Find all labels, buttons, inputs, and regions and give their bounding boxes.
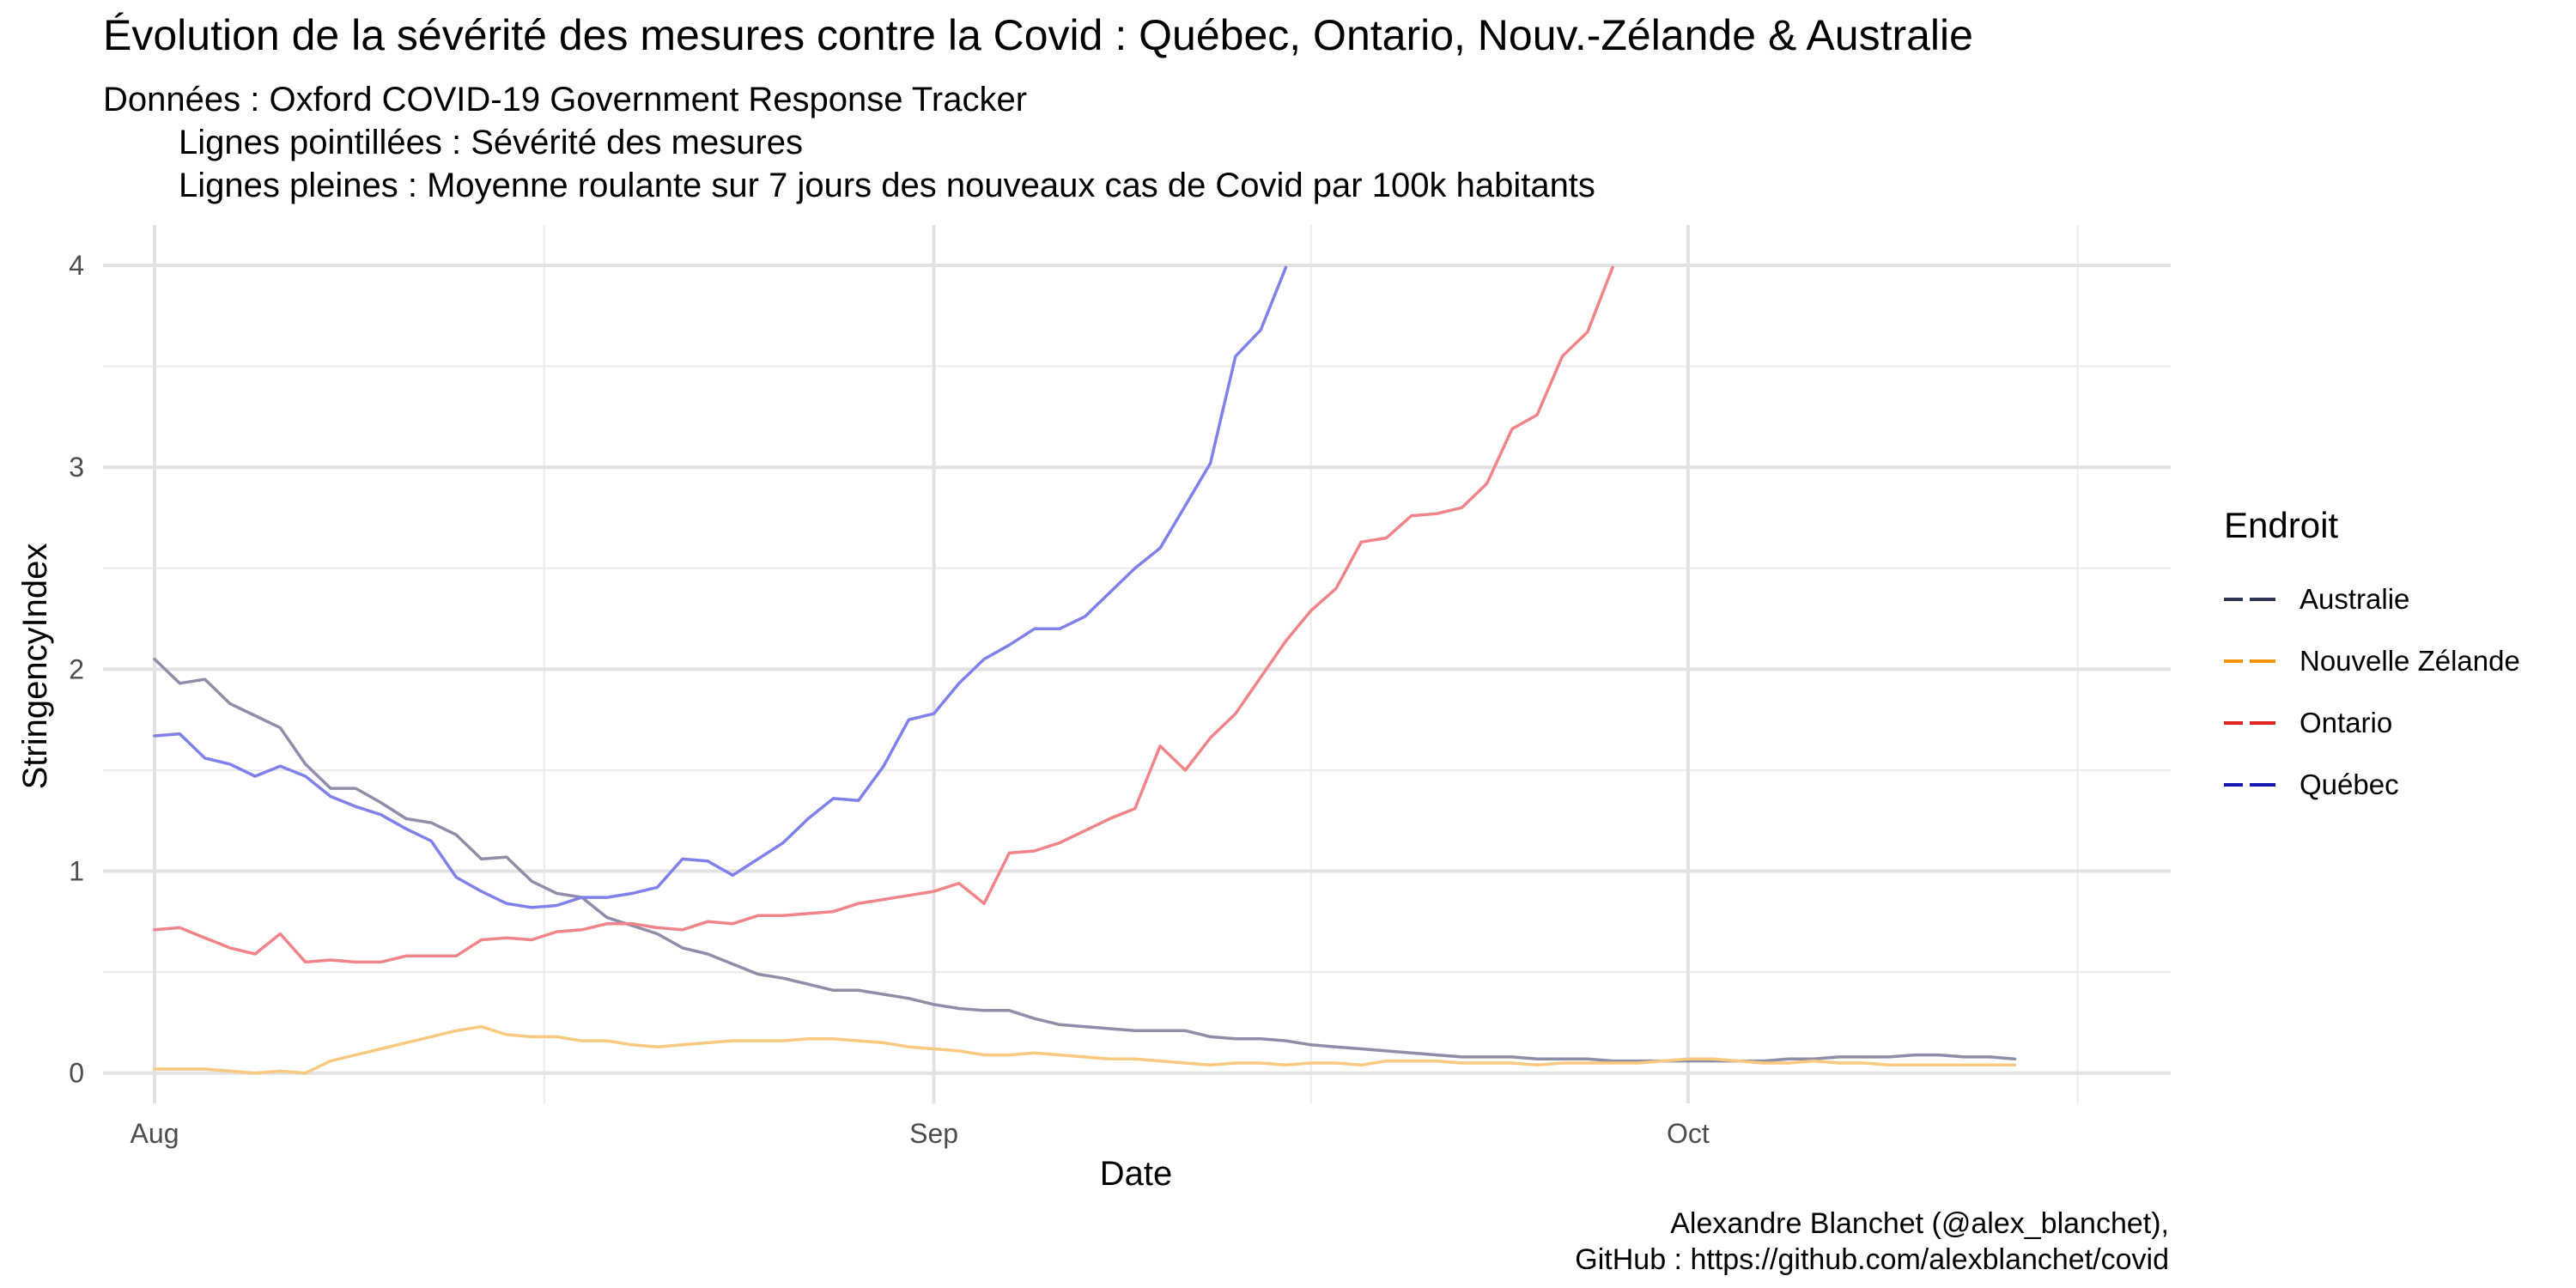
legend-item-ontario: Ontario bbox=[2224, 692, 2520, 754]
x-tick-label-sep: Sep bbox=[909, 1118, 958, 1149]
legend-item-quebec: Québec bbox=[2224, 754, 2520, 816]
chart-title: Évolution de la sévérité des mesures con… bbox=[103, 11, 1973, 59]
y-tick-label-1: 1 bbox=[69, 856, 84, 887]
caption-github: GitHub : https://github.com/alexblanchet… bbox=[1575, 1243, 2169, 1276]
x-axis-ticks: Aug Sep Oct bbox=[131, 1118, 1710, 1149]
minor-gridlines bbox=[103, 225, 2171, 1103]
y-axis-title: StringencyIndex bbox=[16, 544, 54, 790]
x-tick-label-aug: Aug bbox=[131, 1118, 179, 1149]
legend: Endroit Australie Nouvelle Zélande Ontar… bbox=[2224, 505, 2520, 816]
y-tick-label-2: 2 bbox=[69, 653, 84, 684]
legend-item-nouvelle-zelande: Nouvelle Zélande bbox=[2224, 630, 2520, 692]
y-tick-label-3: 3 bbox=[69, 452, 84, 483]
x-tick-label-oct: Oct bbox=[1667, 1118, 1710, 1149]
legend-title: Endroit bbox=[2224, 505, 2339, 545]
major-gridlines bbox=[103, 225, 2171, 1103]
legend-item-australie: Australie bbox=[2224, 568, 2520, 630]
series-line-quebec bbox=[153, 265, 1288, 909]
subtitle-solid-lines: Lignes pleines : Moyenne roulante sur 7 … bbox=[179, 167, 1595, 204]
legend-label-australie: Australie bbox=[2300, 583, 2410, 615]
subtitle-dashed-lines: Lignes pointillées : Sévérité des mesure… bbox=[179, 124, 804, 161]
legend-key-australie bbox=[2224, 598, 2275, 601]
y-axis-ticks: 0 1 2 3 4 bbox=[69, 250, 84, 1089]
legend-key-nouvelle-zelande bbox=[2224, 659, 2275, 663]
caption: Alexandre Blanchet (@alex_blanchet), Git… bbox=[1575, 1206, 2169, 1278]
legend-label-ontario: Ontario bbox=[2300, 707, 2393, 738]
caption-author: Alexandre Blanchet (@alex_blanchet), bbox=[1670, 1207, 2169, 1240]
y-tick-label-0: 0 bbox=[69, 1058, 84, 1089]
series-line-australie bbox=[153, 657, 2017, 1063]
series-line-ontario bbox=[153, 265, 1614, 964]
legend-key-quebec bbox=[2224, 783, 2275, 787]
y-tick-label-4: 4 bbox=[69, 250, 84, 281]
x-axis-title: Date bbox=[1100, 1155, 1173, 1193]
series-line-nouvelle-zelande bbox=[153, 1024, 2017, 1075]
legend-label-nouvelle-zelande: Nouvelle Zélande bbox=[2300, 645, 2520, 677]
series-lines bbox=[153, 265, 2017, 1075]
legend-key-ontario bbox=[2224, 721, 2275, 725]
subtitle-source: Données : Oxford COVID-19 Government Res… bbox=[103, 81, 1028, 118]
legend-label-quebec: Québec bbox=[2300, 769, 2399, 800]
